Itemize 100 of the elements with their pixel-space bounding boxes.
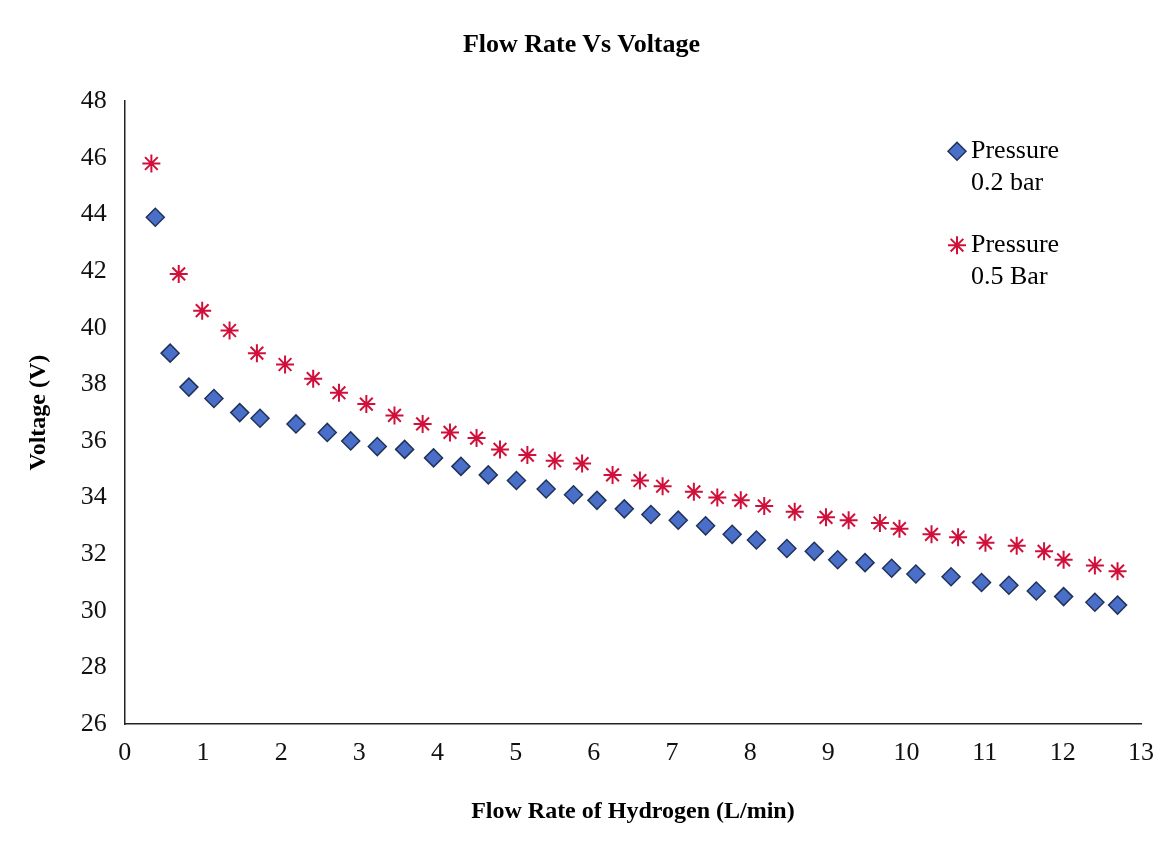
point bbox=[602, 464, 623, 485]
point bbox=[250, 408, 270, 429]
point bbox=[921, 524, 942, 545]
point bbox=[754, 496, 775, 517]
point bbox=[999, 575, 1019, 596]
x-tick-label: 8 bbox=[743, 737, 757, 767]
chart-title: Flow Rate Vs Voltage bbox=[462, 29, 701, 59]
point bbox=[906, 564, 926, 584]
point bbox=[784, 501, 805, 522]
x-tick-label: 13 bbox=[1128, 737, 1154, 767]
point bbox=[652, 476, 673, 497]
point bbox=[777, 538, 797, 559]
y-tick-label: 28 bbox=[80, 651, 107, 681]
y-tick-label: 46 bbox=[80, 141, 107, 171]
point bbox=[975, 532, 996, 553]
point bbox=[439, 422, 460, 443]
x-tick-label: 6 bbox=[587, 737, 601, 767]
x-tick-label: 7 bbox=[665, 737, 679, 767]
point bbox=[246, 343, 267, 364]
y-tick-label: 42 bbox=[80, 254, 107, 284]
point bbox=[730, 490, 751, 511]
point bbox=[1107, 561, 1128, 582]
point bbox=[563, 484, 584, 505]
point bbox=[478, 465, 499, 485]
y-tick-label: 26 bbox=[80, 707, 107, 737]
point bbox=[317, 422, 338, 443]
point bbox=[948, 527, 969, 548]
point bbox=[1084, 555, 1105, 576]
point bbox=[204, 388, 224, 409]
point bbox=[1053, 549, 1074, 570]
point bbox=[145, 207, 166, 228]
point bbox=[838, 510, 859, 531]
point bbox=[855, 552, 875, 573]
point bbox=[466, 428, 487, 449]
point bbox=[1085, 592, 1105, 613]
point bbox=[506, 470, 527, 491]
point bbox=[536, 479, 556, 499]
point bbox=[1107, 595, 1128, 615]
x-tick-label: 1 bbox=[196, 737, 210, 767]
x-tick-label: 9 bbox=[821, 737, 835, 767]
legend-label: Pressure 0.5 Bar bbox=[971, 229, 1060, 291]
point bbox=[229, 402, 250, 423]
point bbox=[451, 456, 471, 477]
point bbox=[707, 487, 728, 508]
point bbox=[941, 567, 961, 587]
point bbox=[179, 377, 199, 397]
point bbox=[668, 510, 688, 530]
x-tick-label: 10 bbox=[893, 737, 920, 767]
point bbox=[328, 382, 349, 403]
point bbox=[641, 504, 661, 525]
x-tick-label: 2 bbox=[274, 737, 288, 767]
point bbox=[1026, 581, 1046, 601]
y-tick-label: 48 bbox=[80, 85, 107, 115]
point bbox=[889, 518, 910, 539]
point bbox=[971, 572, 992, 593]
point bbox=[544, 450, 565, 471]
point bbox=[286, 414, 306, 434]
x-tick-label: 12 bbox=[1049, 737, 1076, 767]
y-tick-label: 32 bbox=[80, 537, 107, 567]
point bbox=[815, 507, 836, 528]
point bbox=[869, 513, 890, 534]
point bbox=[394, 439, 415, 460]
point bbox=[587, 490, 607, 511]
y-tick-label: 34 bbox=[80, 481, 107, 511]
x-axis-title: Flow Rate of Hydrogen (L/min) bbox=[471, 796, 795, 823]
point bbox=[614, 499, 635, 519]
point bbox=[367, 436, 388, 457]
x-tick-label: 5 bbox=[509, 737, 523, 767]
point bbox=[683, 481, 704, 502]
x-tick-label: 11 bbox=[972, 737, 998, 767]
y-tick-label: 44 bbox=[80, 198, 107, 228]
point bbox=[517, 445, 538, 466]
point bbox=[168, 263, 189, 284]
y-tick-label: 30 bbox=[80, 594, 107, 624]
point bbox=[490, 439, 511, 460]
point bbox=[219, 320, 240, 341]
y-axis-title: Voltage (V) bbox=[23, 354, 50, 471]
point bbox=[275, 354, 296, 375]
point bbox=[340, 431, 361, 451]
point bbox=[141, 153, 162, 174]
point bbox=[303, 368, 324, 389]
y-tick-label: 38 bbox=[80, 368, 107, 398]
point bbox=[412, 413, 433, 434]
point bbox=[356, 394, 377, 415]
legend-label: Pressure 0.2 bar bbox=[971, 135, 1060, 197]
x-tick-label: 3 bbox=[352, 737, 366, 767]
point bbox=[423, 448, 444, 468]
point bbox=[572, 453, 593, 474]
point bbox=[804, 541, 824, 562]
point bbox=[827, 550, 848, 570]
point bbox=[384, 405, 405, 426]
point bbox=[192, 300, 213, 321]
point bbox=[881, 558, 902, 579]
point bbox=[695, 516, 716, 536]
point bbox=[629, 470, 650, 491]
point bbox=[160, 343, 180, 363]
point bbox=[1053, 586, 1074, 607]
point bbox=[1034, 541, 1055, 562]
y-tick-label: 36 bbox=[80, 424, 107, 454]
y-tick-label: 40 bbox=[80, 311, 107, 341]
